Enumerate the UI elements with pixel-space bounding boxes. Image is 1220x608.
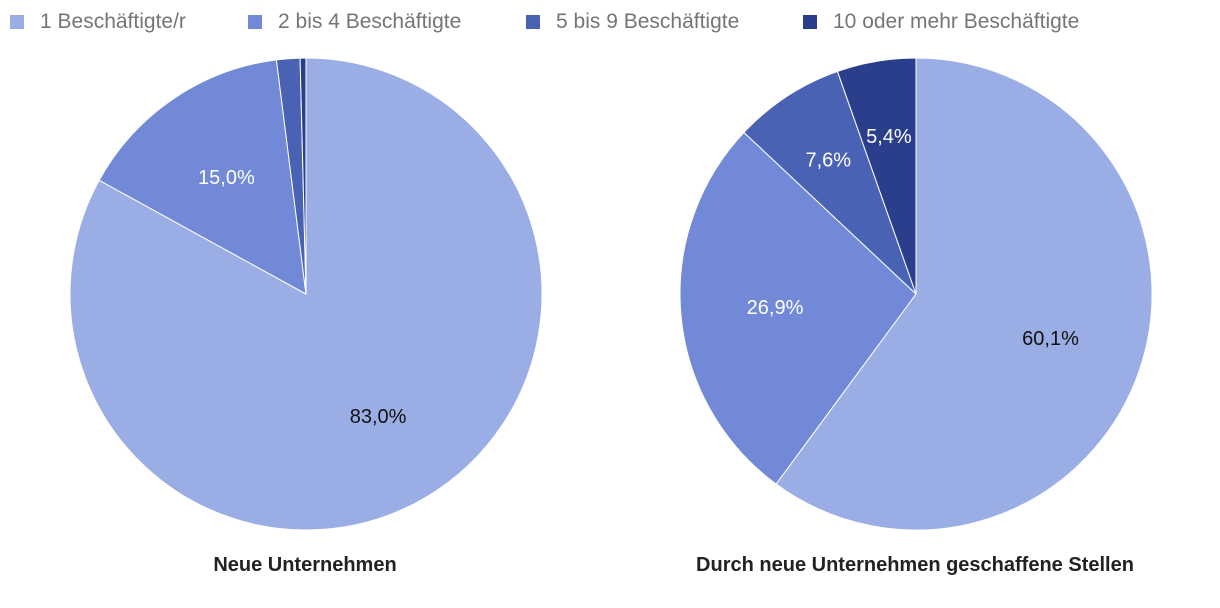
- legend-label: 10 oder mehr Beschäftigte: [833, 10, 1080, 33]
- pie-chart-geschaffene-stellen: 60,1% 26,9% 7,6% 5,4%: [679, 57, 1153, 531]
- legend-item-1-beschaeftigte: 1 Beschäftigte/r: [10, 10, 186, 34]
- legend-swatch: [803, 15, 817, 29]
- legend-swatch: [10, 15, 24, 29]
- slice-data-label: 5,4%: [866, 126, 912, 148]
- legend-item-2-bis-4-beschaeftigte: 2 bis 4 Beschäftigte: [248, 10, 461, 34]
- legend-swatch: [526, 15, 540, 29]
- chart-legend: 1 Beschäftigte/r 2 bis 4 Beschäftigte 5 …: [0, 0, 1220, 48]
- legend-item-10-oder-mehr-beschaeftigte: 10 oder mehr Beschäftigte: [803, 10, 1079, 34]
- slice-data-label: 26,9%: [747, 297, 804, 319]
- pie-chart-neue-unternehmen: 83,0% 15,0%: [69, 57, 543, 531]
- pie-slice-10-oder-mehr-besch-ftigte: [299, 57, 307, 295]
- legend-label: 2 bis 4 Beschäftigte: [278, 10, 462, 33]
- pie-slice-2-bis-4-besch-ftigte: [98, 59, 307, 295]
- slice-data-label: 60,1%: [1022, 328, 1079, 350]
- pie-slice-5-bis-9-besch-ftigte: [743, 70, 917, 295]
- slice-data-label: 7,6%: [806, 150, 852, 172]
- pie-slice-1-besch-ftigte-r: [775, 57, 1153, 531]
- chart-title: Neue Unternehmen: [213, 554, 396, 576]
- legend-item-5-bis-9-beschaeftigte: 5 bis 9 Beschäftigte: [526, 10, 739, 34]
- pie-slice-10-oder-mehr-besch-ftigte: [836, 57, 917, 295]
- pie-slice-2-bis-4-besch-ftigte: [679, 131, 917, 485]
- legend-label: 1 Beschäftigte/r: [40, 10, 186, 33]
- slice-data-label: 83,0%: [350, 406, 407, 428]
- chart-title: Durch neue Unternehmen geschaffene Stell…: [696, 554, 1134, 576]
- legend-swatch: [248, 15, 262, 29]
- slice-data-label: 15,0%: [198, 167, 255, 189]
- legend-label: 5 bis 9 Beschäftigte: [556, 10, 740, 33]
